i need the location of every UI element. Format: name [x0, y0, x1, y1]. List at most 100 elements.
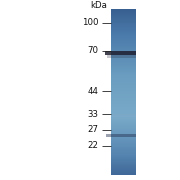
- Bar: [111, 114, 136, 115]
- Bar: [111, 14, 136, 15]
- Bar: [111, 44, 136, 45]
- Bar: [111, 159, 136, 160]
- Bar: [111, 113, 136, 114]
- Bar: [111, 93, 136, 94]
- Bar: [111, 101, 136, 102]
- Bar: [111, 137, 136, 138]
- Bar: [111, 113, 136, 114]
- Bar: [111, 145, 136, 146]
- Bar: [111, 146, 136, 147]
- Bar: [111, 129, 136, 130]
- Bar: [111, 152, 136, 153]
- Bar: [111, 16, 136, 17]
- Bar: [111, 139, 136, 140]
- Bar: [111, 147, 136, 148]
- Bar: [111, 127, 136, 128]
- Bar: [111, 27, 136, 28]
- Bar: [111, 40, 136, 41]
- Bar: [111, 21, 136, 22]
- Bar: [111, 78, 136, 79]
- Text: 70: 70: [87, 46, 98, 55]
- Bar: [111, 68, 136, 69]
- Bar: [111, 138, 136, 139]
- Bar: [111, 135, 136, 136]
- Bar: [111, 143, 136, 144]
- Bar: [111, 63, 136, 64]
- Bar: [111, 98, 136, 99]
- Bar: [111, 167, 136, 168]
- Bar: [111, 172, 136, 173]
- Bar: [111, 128, 136, 129]
- Bar: [111, 153, 136, 154]
- Text: kDa: kDa: [90, 1, 107, 10]
- Bar: [111, 135, 136, 136]
- Bar: [111, 173, 136, 174]
- Bar: [111, 54, 136, 55]
- Bar: [111, 79, 136, 80]
- Bar: [111, 26, 136, 27]
- Bar: [111, 160, 136, 161]
- Bar: [111, 22, 136, 23]
- Bar: [111, 37, 136, 38]
- Bar: [111, 122, 136, 123]
- Bar: [111, 148, 136, 149]
- Bar: [111, 15, 136, 16]
- Bar: [111, 71, 136, 72]
- Bar: [111, 94, 136, 95]
- Bar: [111, 102, 136, 103]
- Bar: [111, 49, 136, 50]
- Bar: [111, 151, 136, 152]
- Bar: [111, 48, 136, 49]
- Bar: [111, 13, 136, 14]
- Bar: [111, 91, 136, 92]
- Bar: [111, 168, 136, 169]
- Bar: [111, 66, 136, 67]
- Bar: [111, 115, 136, 116]
- Bar: [111, 76, 136, 77]
- Bar: [111, 117, 136, 118]
- Bar: [111, 74, 136, 75]
- Bar: [111, 75, 136, 76]
- Bar: [111, 81, 136, 82]
- Bar: [111, 140, 136, 141]
- Bar: [111, 87, 136, 88]
- Bar: [111, 128, 136, 129]
- Bar: [111, 105, 136, 106]
- Bar: [111, 111, 136, 112]
- Bar: [111, 47, 136, 48]
- Bar: [111, 45, 136, 46]
- Bar: [111, 64, 136, 65]
- Bar: [111, 106, 136, 107]
- Bar: [111, 103, 136, 104]
- Bar: [111, 149, 136, 150]
- Text: 33: 33: [87, 110, 98, 119]
- Bar: [111, 87, 136, 88]
- Bar: [111, 152, 136, 153]
- Bar: [111, 84, 136, 85]
- Bar: [111, 54, 136, 55]
- Bar: [111, 123, 136, 124]
- Bar: [111, 70, 136, 71]
- Bar: [111, 10, 136, 11]
- Bar: [111, 163, 136, 164]
- Bar: [111, 165, 136, 166]
- Bar: [111, 116, 136, 117]
- Bar: [111, 121, 136, 122]
- Bar: [111, 109, 136, 110]
- Bar: [111, 120, 136, 121]
- Bar: [111, 101, 136, 102]
- Bar: [111, 85, 136, 86]
- Bar: [111, 9, 136, 10]
- Bar: [111, 82, 136, 83]
- Bar: [111, 162, 136, 163]
- Bar: [111, 168, 136, 169]
- Bar: [111, 167, 136, 168]
- Bar: [111, 35, 136, 36]
- Bar: [111, 166, 136, 167]
- Text: 44: 44: [87, 87, 98, 96]
- Bar: [111, 32, 136, 33]
- Bar: [111, 118, 136, 119]
- Bar: [111, 125, 136, 126]
- Bar: [111, 129, 136, 130]
- Bar: [111, 46, 136, 47]
